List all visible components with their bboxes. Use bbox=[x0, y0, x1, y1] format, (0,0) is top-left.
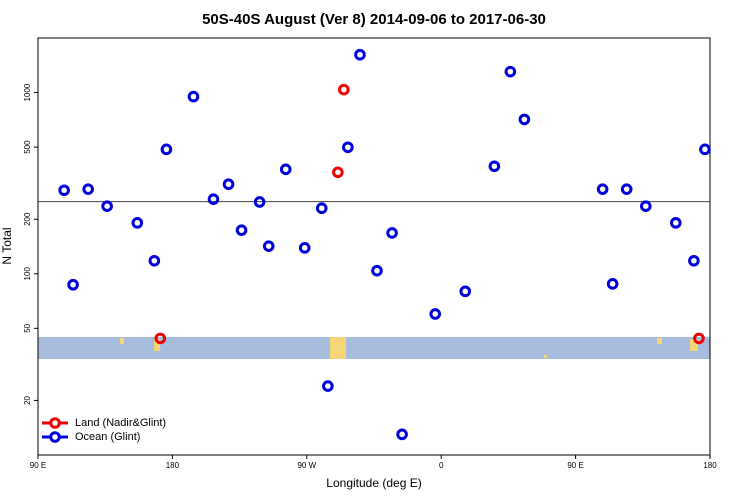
point bbox=[371, 264, 383, 277]
point bbox=[342, 141, 354, 154]
point bbox=[67, 278, 79, 291]
point bbox=[429, 308, 442, 320]
point bbox=[606, 278, 619, 290]
point bbox=[315, 202, 328, 215]
y-axis-label: N Total bbox=[0, 227, 14, 264]
point bbox=[518, 113, 531, 126]
x-tick-label: 90 E bbox=[30, 461, 46, 470]
land-patch bbox=[690, 339, 698, 351]
plot-frame bbox=[37, 37, 711, 456]
point bbox=[699, 143, 711, 156]
point bbox=[262, 240, 275, 252]
y-tick-label: 100 bbox=[23, 267, 32, 281]
legend-label: Land (Nadir&Glint) bbox=[75, 417, 166, 429]
ocean-band bbox=[38, 337, 710, 359]
y-tick-label: 200 bbox=[23, 212, 32, 226]
point bbox=[596, 183, 609, 195]
x-tick-label: 180 bbox=[166, 461, 180, 470]
land-patch bbox=[544, 355, 547, 358]
point bbox=[332, 166, 344, 179]
legend-label: Ocean (Glint) bbox=[75, 431, 140, 443]
point bbox=[253, 196, 266, 208]
point bbox=[488, 160, 501, 173]
land-patch bbox=[154, 339, 160, 351]
point bbox=[279, 163, 292, 176]
point bbox=[639, 200, 652, 212]
land-patch bbox=[330, 337, 346, 359]
point bbox=[354, 48, 366, 61]
point bbox=[101, 200, 113, 212]
y-tick-label: 1000 bbox=[23, 83, 32, 101]
point bbox=[207, 193, 220, 205]
point bbox=[620, 183, 633, 195]
point bbox=[386, 227, 398, 239]
y-tick-label: 20 bbox=[23, 395, 32, 404]
point bbox=[322, 380, 334, 392]
y-tick-label: 500 bbox=[23, 140, 32, 154]
point bbox=[148, 254, 161, 267]
legend-marker bbox=[49, 417, 61, 429]
x-axis-label: Longitude (deg E) bbox=[326, 476, 421, 490]
point bbox=[459, 285, 472, 298]
chart-title: 50S-40S August (Ver 8) 2014-09-06 to 201… bbox=[202, 11, 546, 28]
point bbox=[504, 65, 517, 78]
land-strip bbox=[38, 337, 710, 359]
land-patch bbox=[657, 338, 662, 344]
point bbox=[58, 184, 70, 197]
point bbox=[338, 83, 350, 96]
point bbox=[688, 254, 700, 267]
point bbox=[298, 242, 311, 254]
land-patch bbox=[120, 338, 124, 344]
point bbox=[160, 143, 173, 156]
x-tick-label: 180 bbox=[703, 461, 717, 470]
point bbox=[154, 332, 167, 345]
point bbox=[187, 90, 200, 103]
point bbox=[82, 183, 94, 195]
point bbox=[235, 224, 248, 236]
point bbox=[670, 217, 682, 229]
point bbox=[396, 428, 408, 441]
point bbox=[131, 217, 144, 229]
x-tick-label: 0 bbox=[439, 461, 444, 470]
legend-marker bbox=[49, 431, 61, 443]
x-tick-label: 90 E bbox=[567, 461, 583, 470]
y-tick-label: 50 bbox=[23, 323, 32, 332]
x-tick-label: 90 W bbox=[297, 461, 316, 470]
point bbox=[693, 332, 705, 345]
point bbox=[222, 178, 235, 191]
